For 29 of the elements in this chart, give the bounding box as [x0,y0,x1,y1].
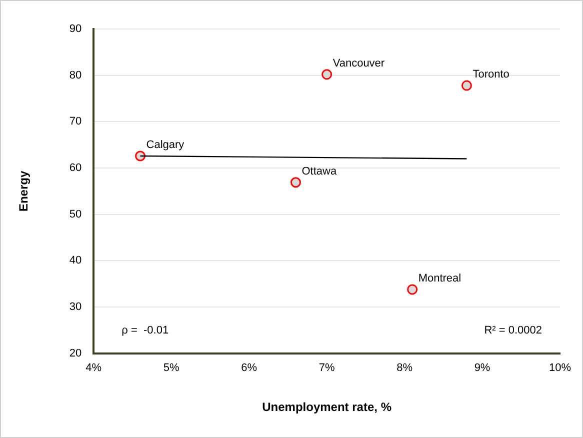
y-tick-label: 30 [69,301,82,314]
annotation: Montreal [418,272,462,284]
annotation: Toronto [472,68,510,81]
x-tick-label: 8% [396,362,413,374]
x-tick-label: 7% [318,362,335,374]
y-tick-label: 70 [69,116,82,128]
point [322,69,332,80]
annotation: Calgary [146,138,185,151]
point [407,284,418,295]
x-tick-label: 6% [241,362,258,374]
y-tick-label: 60 [69,162,82,174]
x-axis-title: Unemployment rate, % [262,400,392,414]
x-tick-label: 9% [474,362,490,374]
y-axis-title: Energy [16,170,31,212]
point [290,177,301,188]
annotation: R² = 0.0002 [484,324,542,336]
x-tick-label: 4% [86,362,102,374]
annotation: Ottawa [302,165,338,178]
y-tick-label: 50 [69,208,82,220]
x-tick-label: 10% [548,362,572,374]
y-tick-label: 90 [69,23,82,36]
annotation: ρ = -0.01 [122,324,169,336]
point [461,80,472,91]
y-tick-label: 80 [69,69,82,82]
point [135,150,146,162]
y-tick-label: 40 [69,254,82,267]
annotation: Vancouver [332,57,385,70]
y-tick-label: 20 [69,347,82,360]
x-tick-label: 5% [163,362,180,374]
